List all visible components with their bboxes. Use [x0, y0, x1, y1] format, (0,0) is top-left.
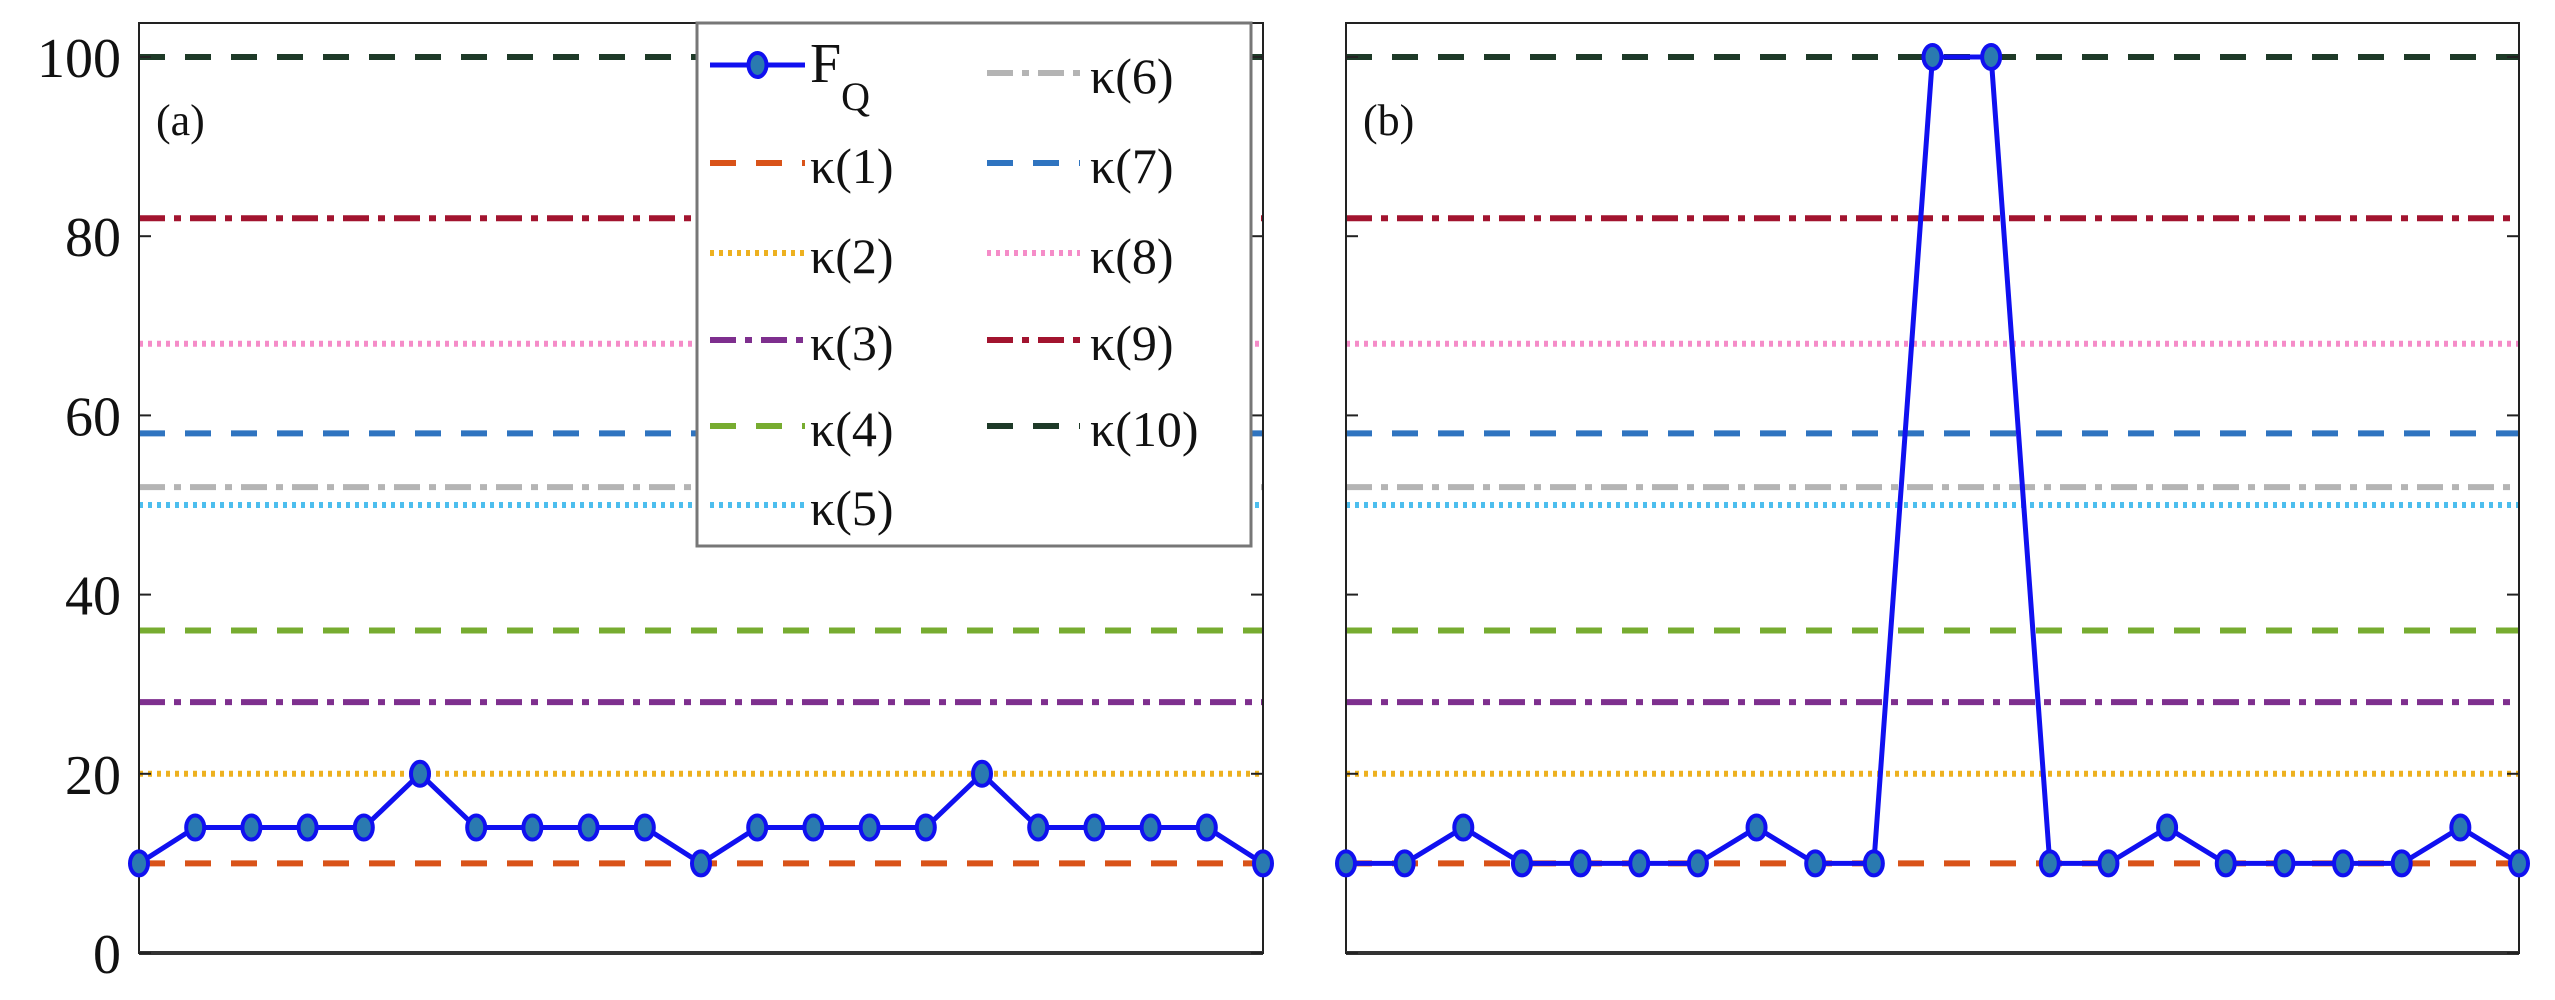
panel-b: (b)	[1335, 22, 2530, 955]
fq-data-point	[2332, 849, 2355, 878]
fq-data-point	[409, 759, 431, 788]
legend-kappa-2-label: κ(2)	[810, 228, 894, 284]
legend-kappa-8-label: κ(8)	[1090, 228, 1174, 284]
legend-fq-label: FQ	[810, 33, 870, 119]
fq-data-point	[633, 813, 656, 842]
fq-data-point	[184, 813, 207, 842]
fq-data-point	[296, 813, 319, 842]
fq-data-point	[1252, 849, 1274, 878]
fq-data-point	[1510, 849, 1533, 878]
fq-data-point	[2390, 849, 2413, 878]
fq-data-point	[2156, 813, 2179, 842]
legend-kappa-1-label: κ(1)	[810, 138, 894, 194]
fq-data-point	[2273, 849, 2296, 878]
fq-data-point	[1452, 813, 1475, 842]
legend-kappa-6-label: κ(6)	[1090, 48, 1174, 104]
legend-kappa-10-label: κ(10)	[1090, 401, 1199, 457]
fq-data-point	[2449, 813, 2472, 842]
y-tick-label: 0	[93, 924, 121, 986]
fq-data-point	[240, 813, 263, 842]
fq-data-point	[1195, 813, 1218, 842]
y-tick-label: 40	[65, 566, 121, 628]
y-tick-label: 80	[65, 207, 121, 269]
fq-data-point	[1393, 849, 1416, 878]
fq-data-point	[1027, 813, 1050, 842]
fq-data-point	[1804, 849, 1827, 878]
fq-data-point	[746, 813, 769, 842]
fq-data-point	[1686, 849, 1709, 878]
fq-data-point	[1862, 849, 1885, 878]
fq-data-point	[521, 813, 544, 842]
fq-data-point	[971, 759, 993, 788]
fq-data-point	[352, 813, 375, 842]
fq-data-point	[914, 813, 937, 842]
fq-data-point	[2097, 849, 2120, 878]
fq-series-line	[1346, 54, 2521, 866]
legend-fq-marker	[746, 51, 769, 79]
y-tick-label: 60	[65, 386, 121, 448]
legend-kappa-5-label: κ(5)	[810, 480, 894, 536]
legend-kappa-9-label: κ(9)	[1090, 315, 1174, 371]
fq-data-point	[1745, 813, 1768, 842]
legend-kappa-4-label: κ(4)	[810, 401, 894, 457]
legend-fq-main: F	[810, 33, 841, 95]
fq-data-point	[1628, 849, 1651, 878]
fq-data-point	[1980, 43, 2003, 71]
y-tick-label: 100	[37, 28, 121, 90]
y-tick-label: 20	[65, 745, 121, 807]
fq-data-point	[1569, 849, 1592, 878]
fq-data-point	[1921, 43, 1944, 71]
fq-data-point	[2214, 849, 2237, 878]
legend: FQκ(1)κ(2)κ(3)κ(4)κ(5)κ(6)κ(7)κ(8)κ(9)κ(…	[695, 21, 1253, 548]
fq-data-point	[858, 813, 881, 842]
legend-box	[695, 21, 1253, 548]
legend-kappa-7-label: κ(7)	[1090, 138, 1174, 194]
fq-data-point	[577, 813, 600, 842]
fq-data-point	[465, 813, 488, 842]
fq-data-point	[802, 813, 825, 842]
fq-data-point	[1335, 849, 1357, 878]
fq-data-point	[128, 849, 150, 878]
fq-data-point	[2508, 849, 2530, 878]
panel-label: (a)	[156, 96, 205, 145]
panel-label: (b)	[1363, 96, 1414, 145]
legend-kappa-3-label: κ(3)	[810, 315, 894, 371]
fq-data-point	[1139, 813, 1162, 842]
fq-data-point	[1083, 813, 1106, 842]
fq-data-point	[690, 849, 712, 878]
fq-data-point	[2038, 849, 2061, 878]
legend-fq-sub: Q	[841, 74, 870, 119]
